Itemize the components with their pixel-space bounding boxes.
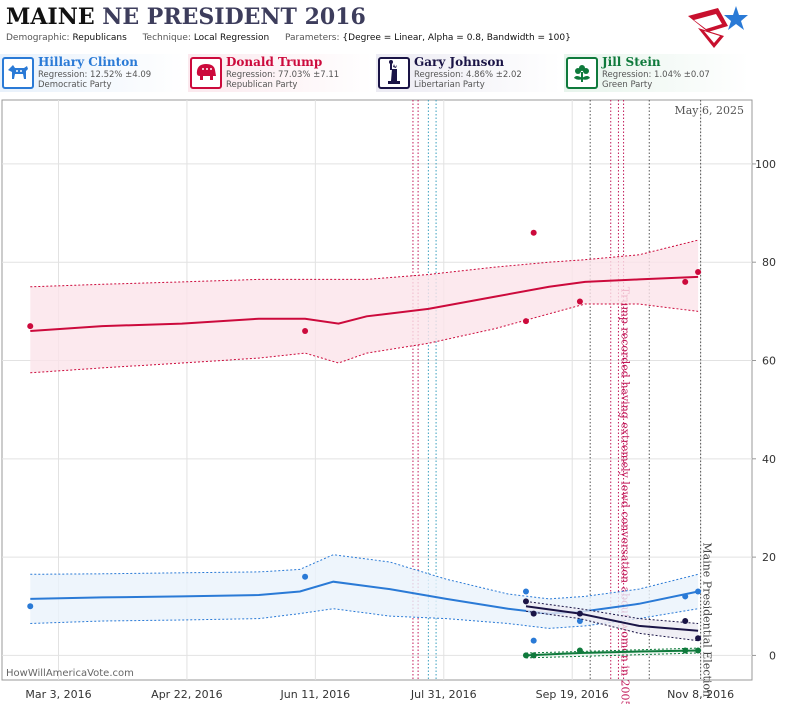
title-race: NE PRESIDENT 2016	[102, 4, 366, 30]
flower-icon	[566, 57, 598, 89]
candidate-regression: Regression: 4.86% ±2.02	[414, 70, 522, 80]
site-logo	[688, 6, 748, 48]
x-tick-label: Sep 19, 2016	[536, 688, 609, 701]
regression-line	[525, 605, 699, 632]
candidate-card-johnson[interactable]: Gary Johnson Regression: 4.86% ±2.02 Lib…	[376, 54, 561, 92]
event-annotation: Maine Presidential Election	[701, 542, 714, 697]
upper-bound-line	[30, 239, 699, 288]
poll-point	[522, 598, 529, 605]
parameters-label: Parameters:	[284, 33, 340, 43]
candidate-regression: Regression: 1.04% ±0.07	[602, 70, 710, 80]
candidate-party: Libertarian Party	[414, 80, 485, 90]
poll-point	[576, 298, 583, 305]
poll-point	[530, 229, 537, 236]
page-title: MAINE NE PRESIDENT 2016	[6, 4, 366, 30]
x-tick-label: Jul 31, 2016	[410, 688, 477, 701]
poll-point	[576, 647, 583, 654]
poll-point	[302, 573, 309, 580]
x-tick-label: Apr 22, 2016	[151, 688, 223, 701]
poll-point	[682, 647, 689, 654]
candidate-name: Donald Trump	[226, 55, 323, 69]
candidate-name: Jill Stein	[602, 55, 661, 69]
candidate-party: Democratic Party	[38, 80, 112, 90]
site-footer: HowWillAmericaVote.com	[6, 668, 134, 679]
lower-bound-line	[30, 608, 699, 629]
candidate-name: Gary Johnson	[414, 55, 505, 69]
x-tick-label: Jun 11, 2016	[280, 688, 351, 701]
candidate-party: Green Party	[602, 80, 653, 90]
regression-line	[525, 649, 699, 657]
y-tick-label: 20	[762, 551, 776, 564]
poll-point	[522, 652, 529, 659]
poll-point	[695, 588, 702, 595]
poll-point	[576, 610, 583, 617]
poll-point	[530, 610, 537, 617]
candidate-name: Hillary Clinton	[38, 55, 138, 69]
donkey-icon	[2, 57, 34, 89]
poll-point	[682, 618, 689, 625]
y-tick-label: 0	[769, 649, 776, 662]
poll-point	[27, 603, 34, 610]
poll-point	[27, 323, 34, 330]
demographic-value: Republicans	[72, 33, 127, 43]
poll-point	[530, 652, 537, 659]
candidate-regression: Regression: 12.52% ±4.09	[38, 70, 152, 80]
candidate-card-trump[interactable]: Donald Trump Regression: 77.03% ±7.11 Re…	[188, 54, 373, 92]
poll-point	[522, 318, 529, 325]
poll-point	[682, 593, 689, 600]
y-tick-label: 80	[762, 256, 776, 269]
poll-point	[302, 328, 309, 335]
confidence-band	[30, 240, 699, 373]
parameters-value: {Degree = Linear, Alpha = 0.8, Bandwidth…	[342, 33, 571, 43]
lower-bound-line	[525, 652, 699, 659]
y-tick-label: 100	[755, 158, 776, 171]
regression-line	[30, 275, 699, 332]
poll-point	[576, 618, 583, 625]
candidate-legend: Hillary Clinton Regression: 12.52% ±4.09…	[0, 54, 789, 94]
elephant-icon	[190, 57, 222, 89]
event-annotation: Trump recorded having extremely lewd con…	[618, 287, 631, 704]
y-tick-label: 60	[762, 355, 776, 368]
technique-label: Technique:	[142, 33, 191, 43]
lower-bound-line	[525, 610, 699, 642]
poll-point	[695, 635, 702, 642]
poll-point	[530, 637, 537, 644]
poll-point	[682, 278, 689, 285]
candidate-regression: Regression: 77.03% ±7.11	[226, 70, 340, 80]
upper-bound-line	[525, 647, 699, 654]
poll-chart: 0 20 40 60 80 100 Mar 3, 2016 Apr 22, 2016 Jun 1…	[1, 99, 776, 704]
statue-of-liberty-icon	[378, 57, 410, 89]
candidate-card-stein[interactable]: Jill Stein Regression: 1.04% ±0.07 Green…	[564, 54, 749, 92]
poll-point	[522, 588, 529, 595]
y-tick-label: 40	[762, 453, 776, 466]
poll-point	[695, 647, 702, 654]
date-stamp: May 6, 2025	[674, 104, 744, 117]
demographic-label: Demographic:	[6, 33, 70, 43]
candidate-card-clinton[interactable]: Hillary Clinton Regression: 12.52% ±4.09…	[0, 54, 185, 92]
upper-bound-line	[525, 600, 699, 624]
parameters-line: Demographic: Republicans Technique: Loca…	[6, 33, 571, 43]
technique-value: Local Regression	[193, 33, 270, 43]
candidate-party: Republican Party	[226, 80, 298, 90]
x-tick-label: Nov 8, 2016	[667, 688, 734, 701]
poll-point	[695, 269, 702, 276]
x-tick-label: Mar 3, 2016	[25, 688, 91, 701]
title-state: MAINE	[6, 4, 95, 30]
lower-bound-line	[30, 303, 699, 374]
